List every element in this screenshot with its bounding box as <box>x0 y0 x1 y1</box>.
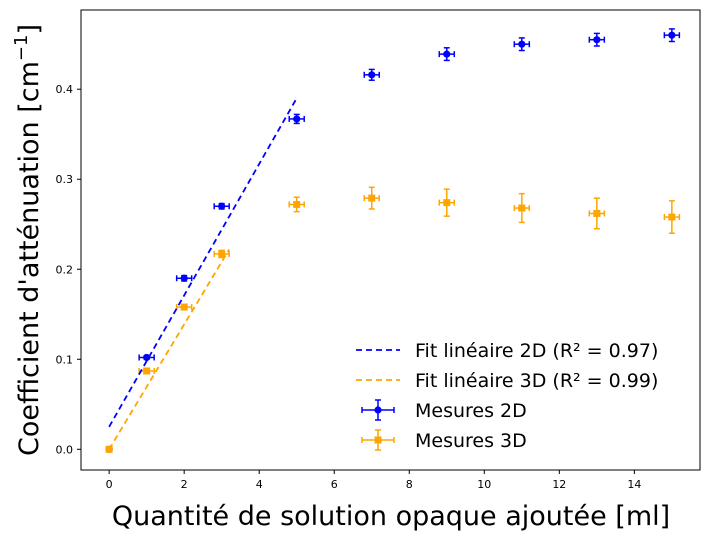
data-point <box>513 37 531 52</box>
legend-entry: Fit linéaire 2D (R² = 0.97) <box>356 340 658 362</box>
data-point <box>363 68 380 81</box>
fit-line <box>108 97 298 428</box>
marker-square <box>293 200 301 208</box>
marker-circle <box>443 50 451 58</box>
legend-entry: Mesures 3D <box>361 429 527 452</box>
x-tick-label: 12 <box>552 478 566 491</box>
y-tick-label: 0.1 <box>56 353 74 366</box>
marker-circle <box>293 115 301 123</box>
data-point <box>138 353 155 362</box>
marker-square <box>368 194 376 202</box>
plot-area <box>105 28 681 453</box>
y-tick-label: 0.3 <box>56 173 74 186</box>
marker-circle <box>218 202 226 210</box>
data-point <box>438 47 456 62</box>
marker-circle <box>180 274 188 282</box>
data-point <box>663 200 681 234</box>
data-point <box>588 32 606 47</box>
legend-entry: Mesures 2D <box>361 399 527 422</box>
x-tick-label: 0 <box>106 478 113 491</box>
x-tick-label: 4 <box>256 478 263 491</box>
y-axis-label-superscript: −1 <box>11 35 32 62</box>
legend: Fit linéaire 2D (R² = 0.97) Fit linéaire … <box>356 340 658 452</box>
data-point <box>213 249 230 259</box>
x-tick-label: 6 <box>331 478 338 491</box>
data-point <box>588 197 606 230</box>
series-markers-0 <box>105 28 681 453</box>
y-axis-label-main: Coefficient d'atténuation [cm <box>14 61 45 456</box>
data-point <box>288 196 305 213</box>
data-point <box>288 113 305 125</box>
marker-circle <box>668 31 676 39</box>
y-tick-label: 0.0 <box>56 443 74 456</box>
marker-square <box>443 199 451 207</box>
series-fit-line-2 <box>108 97 298 428</box>
axes-frame <box>80 9 701 471</box>
marker-circle <box>518 40 526 48</box>
marker-circle <box>593 36 601 44</box>
marker-circle <box>143 353 151 362</box>
legend-entry: Fit linéaire 3D (R² = 0.99) <box>356 370 658 392</box>
x-tick-label: 2 <box>181 478 188 491</box>
data-point <box>438 188 456 217</box>
legend-marker-circle <box>374 406 382 414</box>
marker-square <box>180 303 188 311</box>
marker-circle <box>368 71 376 79</box>
legend-label: Fit linéaire 2D (R² = 0.97) <box>415 340 658 362</box>
marker-square <box>668 213 676 221</box>
y-tick-label: 0.2 <box>56 263 74 276</box>
legend-label: Mesures 2D <box>415 400 527 422</box>
data-point <box>175 274 193 282</box>
data-point <box>213 202 230 210</box>
marker-square <box>143 367 151 375</box>
marker-square <box>593 209 601 217</box>
x-tick-label: 14 <box>627 478 641 491</box>
legend-label: Mesures 3D <box>415 430 527 452</box>
series-fit-line-3 <box>108 248 230 450</box>
axes: 0 2 4 6 8 10 12 14 0.0 0.1 0.2 0.3 0.4 <box>56 9 701 491</box>
x-tick-label: 8 <box>406 478 413 491</box>
legend-marker-square <box>374 436 382 444</box>
data-point <box>363 186 380 210</box>
data-point <box>663 28 681 43</box>
data-point <box>513 192 531 224</box>
marker-square <box>518 204 526 212</box>
x-tick-label: 10 <box>477 478 491 491</box>
series-markers-1 <box>105 186 681 453</box>
legend-label: Fit linéaire 3D (R² = 0.99) <box>415 370 658 392</box>
fit-line <box>108 248 230 450</box>
y-tick-label: 0.4 <box>56 83 74 96</box>
y-axis-label-close: ] <box>14 24 45 35</box>
y-axis-label: Coefficient d'atténuation [cm−1] <box>11 24 45 456</box>
marker-square <box>218 250 226 258</box>
x-axis-label: Quantité de solution opaque ajoutée [ml] <box>112 501 670 532</box>
